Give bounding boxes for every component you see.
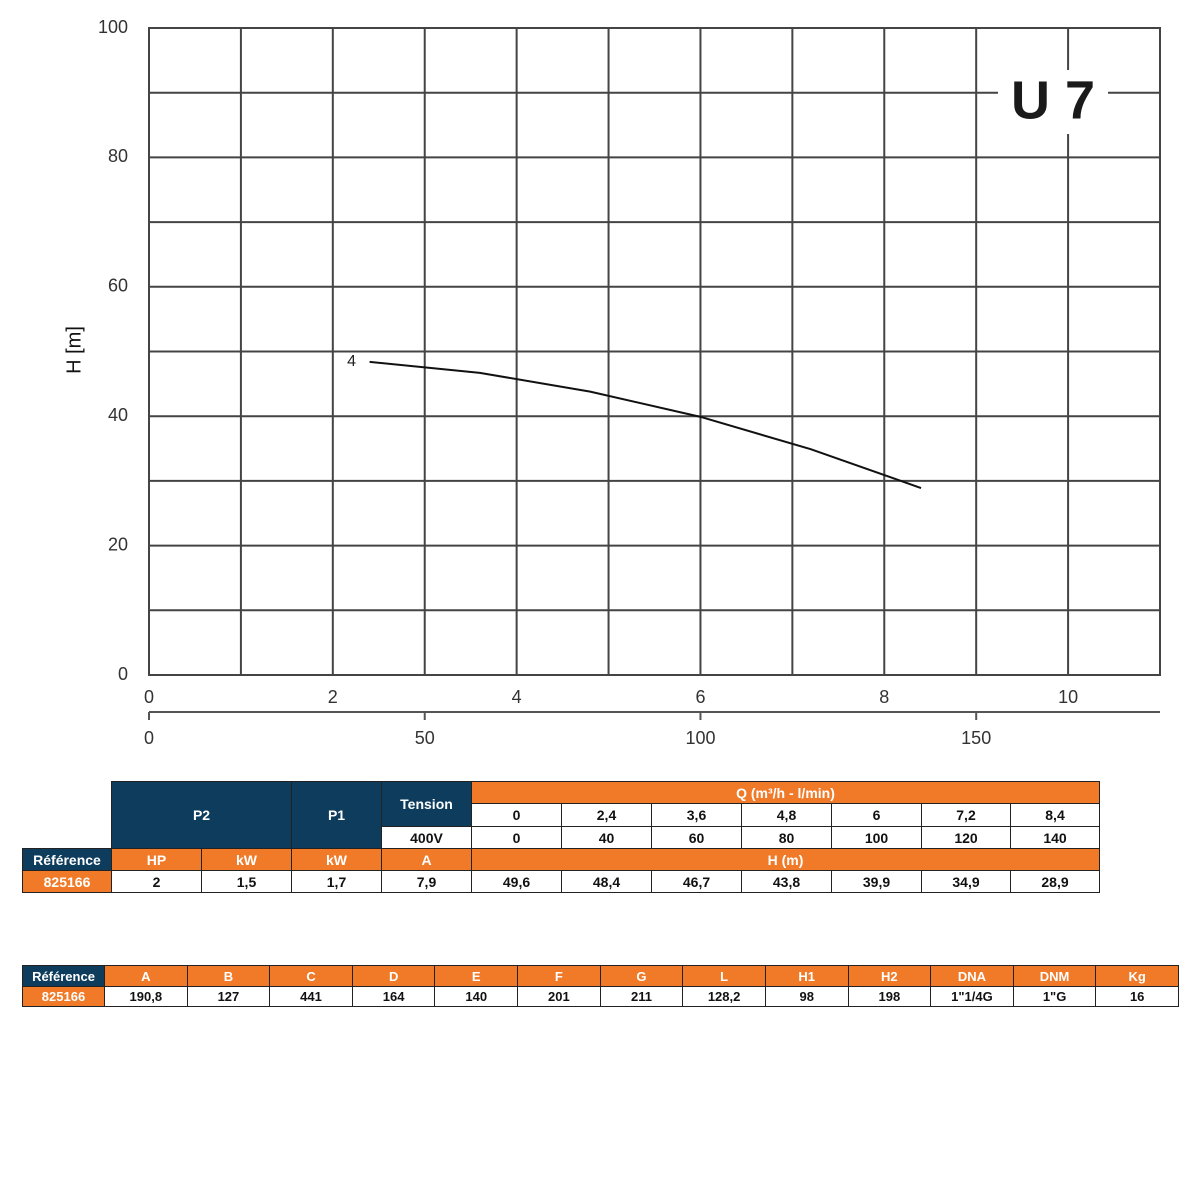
table-cell: H (m) bbox=[471, 848, 1100, 871]
table-cell: 28,9 bbox=[1010, 870, 1100, 893]
x-tick-label: 6 bbox=[695, 687, 705, 707]
table-cell: Référence bbox=[22, 965, 105, 987]
table-cell: HP bbox=[111, 848, 202, 871]
table-cell: 825166 bbox=[22, 986, 105, 1007]
table-cell: 80 bbox=[741, 826, 832, 849]
table-cell: E bbox=[434, 965, 519, 987]
table-cell: L bbox=[682, 965, 766, 987]
table-cell: 140 bbox=[434, 986, 519, 1007]
table-cell: 3,6 bbox=[651, 803, 742, 827]
table-cell: G bbox=[599, 965, 684, 987]
table-cell: P2 bbox=[111, 781, 292, 849]
table-cell: F bbox=[517, 965, 601, 987]
table-cell: 40 bbox=[561, 826, 652, 849]
table-cell: DNM bbox=[1012, 965, 1097, 987]
table-cell: P1 bbox=[291, 781, 382, 849]
table-cell: 4,8 bbox=[741, 803, 832, 827]
y-axis-label: H [m] bbox=[63, 326, 85, 374]
table-cell: C bbox=[269, 965, 353, 987]
y-tick-label: 40 bbox=[108, 405, 128, 425]
table-cell: 2,4 bbox=[561, 803, 652, 827]
x2-tick-label: 50 bbox=[415, 728, 435, 748]
table-cell: 140 bbox=[1010, 826, 1100, 849]
table-cell: 34,9 bbox=[921, 870, 1011, 893]
x-tick-label: 10 bbox=[1058, 687, 1078, 707]
table-cell: 39,9 bbox=[831, 870, 922, 893]
table-cell: 43,8 bbox=[741, 870, 832, 893]
table-cell: Référence bbox=[22, 848, 112, 871]
x2-tick-label: 0 bbox=[144, 728, 154, 748]
chart-title: U 7 bbox=[1011, 70, 1095, 130]
x2-tick-label: 100 bbox=[685, 728, 715, 748]
table-cell: 211 bbox=[599, 986, 684, 1007]
table-cell: 7,2 bbox=[921, 803, 1011, 827]
table-cell: 49,6 bbox=[471, 870, 562, 893]
table-cell: 1"G bbox=[1012, 986, 1097, 1007]
table-cell: 128,2 bbox=[682, 986, 766, 1007]
table-cell: 1,5 bbox=[201, 870, 292, 893]
table-cell: 98 bbox=[764, 986, 849, 1007]
table-cell: 400V bbox=[381, 826, 472, 849]
y-tick-label: 80 bbox=[108, 146, 128, 166]
table-cell: 1"1/4G bbox=[930, 986, 1014, 1007]
table-cell: Kg bbox=[1095, 965, 1179, 987]
table-cell: 201 bbox=[517, 986, 601, 1007]
y-tick-label: 20 bbox=[108, 534, 128, 554]
table-cell: A bbox=[104, 965, 188, 987]
table-cell: 100 bbox=[831, 826, 922, 849]
curve-label: 4 bbox=[347, 353, 356, 370]
table-cell: 6 bbox=[831, 803, 922, 827]
table-cell: A bbox=[381, 848, 472, 871]
table-cell: 120 bbox=[921, 826, 1011, 849]
table-cell: 164 bbox=[351, 986, 436, 1007]
table-cell: 441 bbox=[269, 986, 353, 1007]
x-tick-label: 0 bbox=[144, 687, 154, 707]
table-cell: kW bbox=[201, 848, 292, 871]
table-cell: 1,7 bbox=[291, 870, 382, 893]
curve bbox=[369, 360, 922, 489]
y-tick-label: 0 bbox=[118, 664, 128, 684]
table-cell: 46,7 bbox=[651, 870, 742, 893]
x-tick-label: 2 bbox=[328, 687, 338, 707]
y-tick-label: 100 bbox=[98, 17, 128, 37]
table-cell: Q (m³/h - l/min) bbox=[471, 781, 1100, 804]
x-tick-label: 8 bbox=[879, 687, 889, 707]
x-tick-label: 4 bbox=[512, 687, 522, 707]
table-cell: 825166 bbox=[22, 870, 112, 893]
table-cell: kW bbox=[291, 848, 382, 871]
table-cell: Tension bbox=[381, 781, 472, 827]
table-cell: H1 bbox=[764, 965, 849, 987]
table-cell: 2 bbox=[111, 870, 202, 893]
table-cell: 60 bbox=[651, 826, 742, 849]
table-cell: 8,4 bbox=[1010, 803, 1100, 827]
table-cell: D bbox=[351, 965, 436, 987]
table-cell: 0 bbox=[471, 803, 562, 827]
table-cell: 198 bbox=[847, 986, 932, 1007]
table-cell: 48,4 bbox=[561, 870, 652, 893]
table-cell: 16 bbox=[1095, 986, 1179, 1007]
table-cell: 127 bbox=[186, 986, 271, 1007]
x2-tick-label: 150 bbox=[961, 728, 991, 748]
y-tick-label: 60 bbox=[108, 276, 128, 296]
table-cell: B bbox=[186, 965, 271, 987]
title-background bbox=[998, 70, 1108, 134]
table-cell: 7,9 bbox=[381, 870, 472, 893]
table-cell: 190,8 bbox=[104, 986, 188, 1007]
table-cell: 0 bbox=[471, 826, 562, 849]
table-cell: DNA bbox=[930, 965, 1014, 987]
table-cell: H2 bbox=[847, 965, 932, 987]
plot-frame bbox=[148, 27, 1161, 676]
